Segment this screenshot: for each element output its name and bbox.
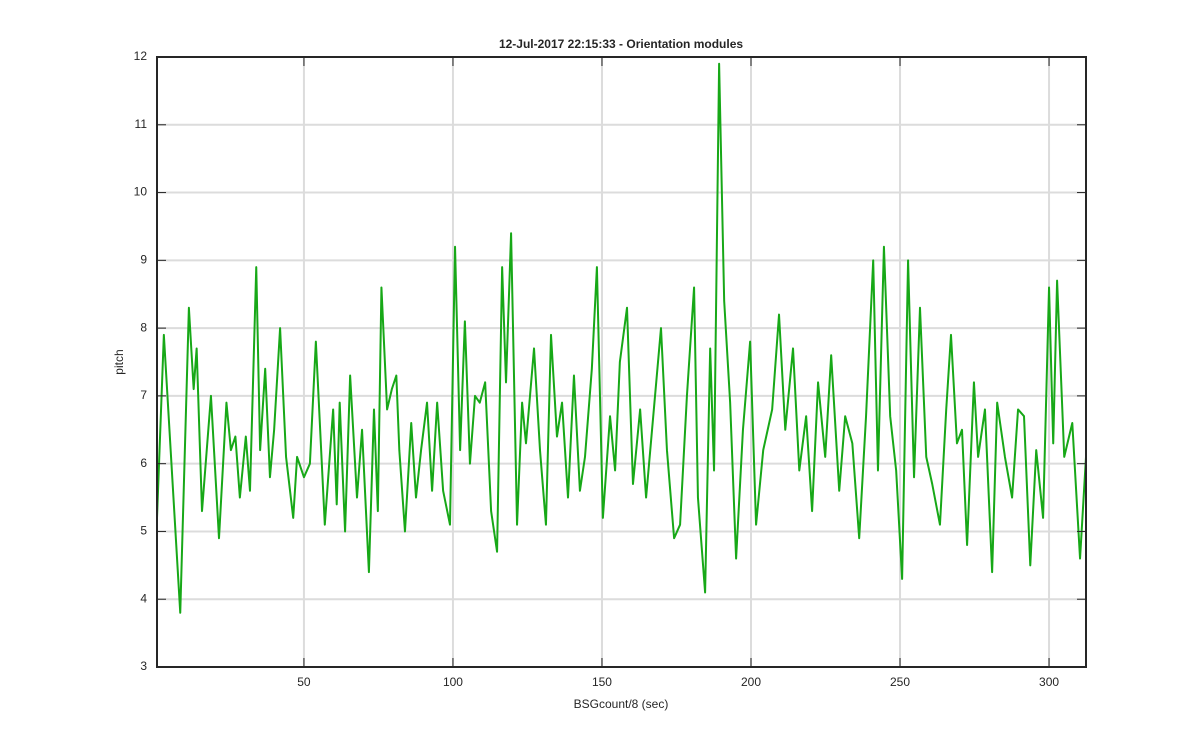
x-axis-label: BSGcount/8 (sec) <box>574 697 669 711</box>
x-tick-label: 50 <box>297 675 311 689</box>
x-tick-label: 100 <box>443 675 463 689</box>
x-tick-label: 250 <box>890 675 910 689</box>
y-tick-label: 3 <box>140 659 147 673</box>
y-tick-label: 5 <box>140 524 147 538</box>
ticks: 50 100 150 200 250 300 3 4 5 6 7 8 9 10 11 12 <box>134 49 1086 689</box>
x-tick-label: 300 <box>1039 675 1059 689</box>
axes-box <box>156 56 1087 668</box>
y-tick-label: 11 <box>135 117 148 131</box>
x-tick-label: 150 <box>592 675 612 689</box>
y-tick-label: 10 <box>134 185 148 199</box>
y-tick-label: 6 <box>140 456 147 470</box>
y-axis-label: pitch <box>112 349 126 374</box>
plot-area <box>156 62 1087 614</box>
y-tick-label: 4 <box>140 591 147 605</box>
y-tick-label: 9 <box>140 253 147 267</box>
y-tick-label: 8 <box>140 320 147 334</box>
chart-title: 12-Jul-2017 22:15:33 - Orientation modul… <box>499 37 743 51</box>
data-line <box>156 62 1087 614</box>
x-tick-label: 200 <box>741 675 761 689</box>
grid <box>157 56 1086 668</box>
y-tick-label: 7 <box>140 388 147 402</box>
y-tick-label: 12 <box>134 49 148 63</box>
